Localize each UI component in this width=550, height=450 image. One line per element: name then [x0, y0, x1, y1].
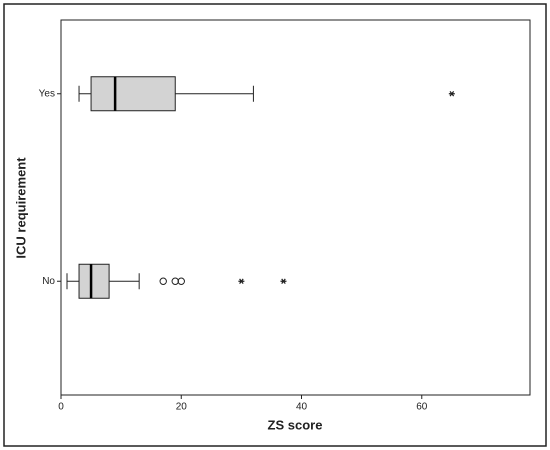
y-axis-label: ICU requirement [13, 157, 28, 259]
x-tick-label: 60 [416, 402, 428, 413]
y-tick-label: Yes [39, 88, 55, 99]
x-tick-label: 40 [296, 402, 308, 413]
extreme [448, 90, 455, 97]
frame [3, 3, 547, 447]
outlier [177, 277, 185, 285]
box [78, 263, 110, 299]
x-tick-label: 20 [176, 402, 188, 413]
plot-area [60, 19, 531, 396]
x-tick-label: 0 [58, 402, 64, 413]
extreme [280, 278, 287, 285]
outlier [159, 277, 167, 285]
x-axis-label: ZS score [268, 417, 323, 432]
outlier [171, 277, 179, 285]
extreme [238, 278, 245, 285]
y-tick-label: No [42, 276, 55, 287]
box [90, 76, 176, 112]
